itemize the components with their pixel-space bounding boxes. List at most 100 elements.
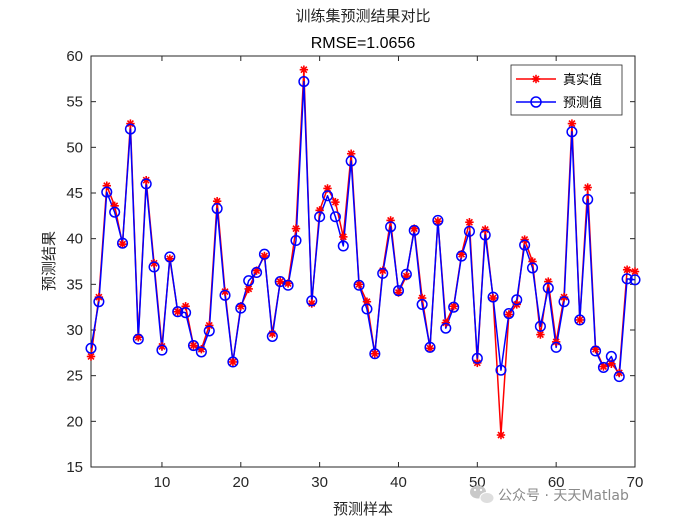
data-point-predicted <box>306 295 318 307</box>
data-point-predicted <box>408 224 420 236</box>
data-point-actual <box>228 357 238 367</box>
watermark: 公众号 · 天天Matlab <box>470 485 629 504</box>
data-point-actual <box>488 293 498 303</box>
data-point-actual <box>118 239 127 249</box>
data-point-predicted <box>172 306 184 318</box>
data-point-predicted <box>156 344 168 356</box>
y-tick-label: 45 <box>66 185 83 202</box>
data-point-actual-stroke <box>276 278 284 286</box>
data-point-predicted <box>590 345 602 357</box>
data-point-actual <box>449 302 458 311</box>
data-point-actual-stroke <box>568 120 576 128</box>
data-point-actual-stroke <box>465 218 473 226</box>
y-tick-label: 25 <box>66 368 83 385</box>
data-point-predicted <box>519 239 531 251</box>
data-point-actual <box>622 265 632 274</box>
x-tick-label: 30 <box>311 474 328 491</box>
data-point-predicted <box>448 301 460 313</box>
plot-series <box>85 65 641 440</box>
y-tick-label: 40 <box>66 231 83 248</box>
data-point-actual-stroke <box>323 184 332 192</box>
data-point-actual-stroke <box>599 362 607 371</box>
y-tick-label: 20 <box>66 413 83 430</box>
data-point-predicted <box>298 76 310 88</box>
data-point-actual <box>244 284 253 294</box>
data-point-predicted <box>392 285 405 297</box>
data-point-predicted <box>251 266 263 279</box>
y-tick-label: 30 <box>66 322 83 339</box>
data-point-predicted <box>550 341 562 353</box>
data-point-predicted <box>566 126 578 138</box>
data-point-predicted <box>432 214 444 226</box>
data-point-actual-stroke <box>158 342 166 350</box>
data-point-predicted <box>440 322 452 334</box>
data-point-actual-stroke <box>221 288 229 296</box>
data-point-actual-stroke <box>339 233 347 241</box>
chart-subtitle: RMSE=1.0656 <box>311 35 416 52</box>
data-point-actual <box>567 119 577 128</box>
y-tick-label: 50 <box>66 139 83 156</box>
data-point-actual-stroke <box>292 225 300 233</box>
data-point-predicted <box>140 178 152 190</box>
data-point-actual <box>354 280 364 289</box>
data-point-actual <box>331 197 340 207</box>
data-point-actual-stroke <box>229 358 237 366</box>
data-point-predicted <box>282 279 294 291</box>
data-point-predicted <box>424 341 436 353</box>
data-point-actual <box>276 277 285 286</box>
data-point-actual <box>299 65 309 74</box>
data-point-actual <box>307 299 316 308</box>
data-point-actual-stroke <box>426 344 434 352</box>
data-point-predicted <box>526 262 539 274</box>
data-point-actual-stroke <box>615 369 623 377</box>
legend-asterisk <box>531 74 541 84</box>
legend-asterisk-stroke <box>532 75 540 83</box>
data-point-actual-stroke <box>505 310 513 319</box>
data-point-predicted <box>463 225 475 237</box>
data-point-actual-stroke <box>489 294 497 302</box>
data-point-actual-stroke <box>331 198 339 206</box>
data-point-actual <box>291 224 301 233</box>
data-point-predicted <box>164 251 176 263</box>
data-point-actual <box>370 349 380 358</box>
data-point-actual <box>583 183 592 192</box>
data-point-actual <box>433 217 443 226</box>
data-point-predicted <box>511 294 523 306</box>
data-point-predicted <box>195 346 207 358</box>
data-point-predicted <box>629 274 641 286</box>
data-point-predicted <box>605 350 617 363</box>
data-point-actual-stroke <box>245 285 253 293</box>
x-tick-label: 20 <box>232 474 249 491</box>
y-axis-label: 预测结果 <box>40 231 58 291</box>
data-point-predicted <box>109 206 121 218</box>
watermark-text: 公众号 · 天天Matlab <box>498 488 629 504</box>
data-point-predicted <box>534 320 546 332</box>
data-point-actual-stroke <box>142 176 150 184</box>
legend-label-actual: 真实值 <box>563 72 602 88</box>
y-tick-label: 35 <box>66 276 83 293</box>
data-point-actual-stroke <box>450 302 458 310</box>
data-point-predicted <box>471 352 483 364</box>
data-point-predicted <box>211 202 223 215</box>
legend-marker-predicted <box>530 96 542 108</box>
data-point-actual-stroke <box>631 268 639 276</box>
data-point-predicted <box>613 371 625 383</box>
data-point-predicted <box>369 348 381 360</box>
data-point-actual <box>599 362 608 371</box>
x-tick-label: 40 <box>390 474 407 491</box>
data-point-actual-stroke <box>576 316 584 324</box>
data-point-predicted <box>101 186 113 198</box>
data-point-predicted <box>377 267 389 279</box>
data-point-predicted <box>85 342 97 354</box>
data-point-predicted <box>148 261 160 273</box>
plot-area <box>90 55 636 468</box>
data-point-actual <box>496 430 506 440</box>
data-point-actual <box>425 344 435 353</box>
data-point-predicted <box>456 250 468 262</box>
data-point-predicted <box>290 234 302 247</box>
data-point-predicted <box>219 289 231 301</box>
data-point-predicted <box>385 221 397 233</box>
data-point-predicted <box>337 240 349 252</box>
data-point-predicted <box>258 248 270 260</box>
x-tick-label: 70 <box>627 474 644 491</box>
